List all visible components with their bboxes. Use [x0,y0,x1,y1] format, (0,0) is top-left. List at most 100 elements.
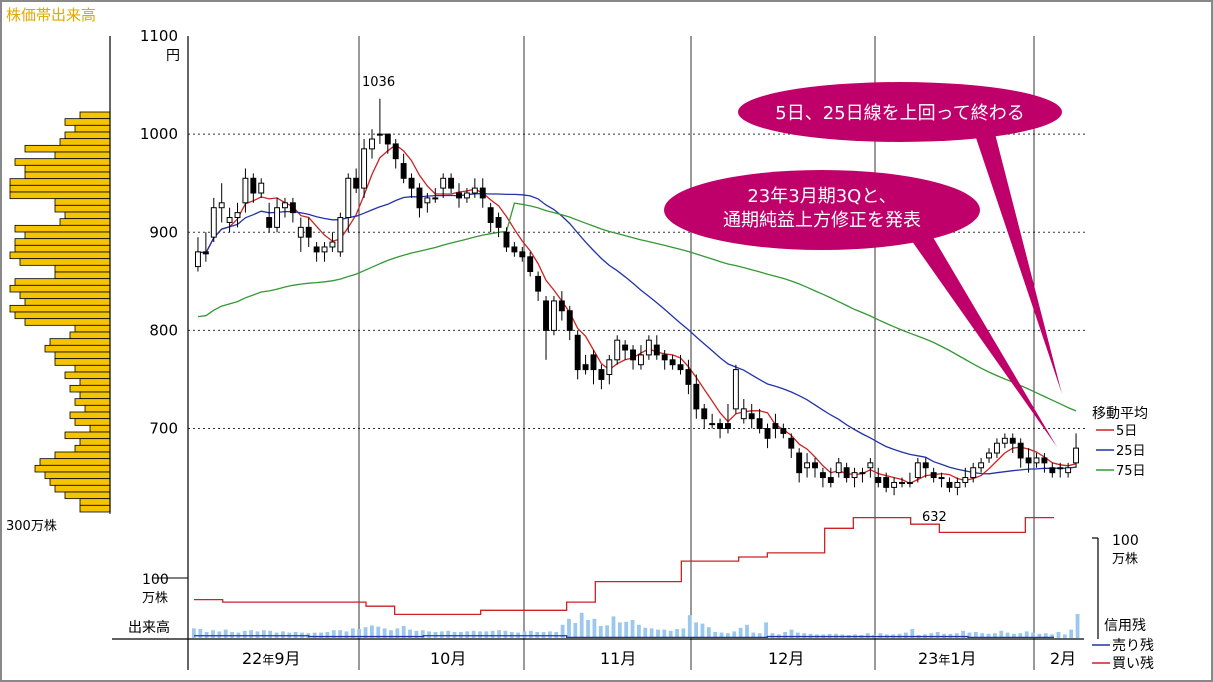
candle-down [630,349,636,361]
candle-up [258,182,265,194]
candle-down [202,251,209,255]
candle-down [653,344,660,356]
month-label: 10月 [430,649,466,668]
vbp-bar [14,224,111,233]
candle-up [471,187,478,194]
volume-bar [439,631,444,638]
vbp-bar [54,198,111,206]
volume-bar [687,615,692,638]
candle-down [558,300,565,312]
volume-bar [764,622,768,638]
candle-down [1049,467,1056,474]
volume-bar [662,629,667,638]
volume-bar [242,630,247,638]
volume-bar [980,633,985,638]
vbp-bar [9,284,111,293]
volume-bar [344,631,349,638]
candle-down [883,477,890,488]
vbp-bar [24,144,111,153]
volume-bar [338,630,343,638]
candle-down [677,364,684,371]
vbp-bar [79,504,111,513]
volume-bar [878,633,883,638]
callout-lower-text-1: 23年3月期3Qと、 [747,186,896,207]
legend-title: 移動平均 [1092,406,1148,422]
vbp-bar [39,458,111,466]
volume-bar [904,632,908,638]
volume-bar [681,628,686,638]
volume-bar [656,629,660,638]
candle-up [329,241,336,248]
candle-up [614,339,621,361]
vbp-bar [74,444,111,453]
vbp-bar [64,118,111,126]
volume-bar [484,631,489,638]
candle-down [416,187,423,209]
moving-averages [197,144,1077,485]
vbp-bar [64,211,111,220]
vbp-bar [19,291,111,300]
candle-up [859,472,866,475]
volume-bar [211,630,215,638]
vbp-bar [64,431,111,440]
candle-down [693,383,700,410]
volume-bar [865,633,870,638]
candle-up [978,462,985,469]
volume-bar [719,632,724,638]
volume-bar [586,620,590,638]
margin-balance-lines [194,516,1054,639]
candle-up [899,481,905,484]
candle-down [922,462,929,469]
volume-bar [1018,633,1023,638]
candle-down [456,192,462,199]
candle-down [313,246,320,253]
vbp-bar [14,158,111,166]
volume-bar [471,630,476,638]
vbp-bar [74,364,111,373]
volume-bar [624,621,629,638]
candle-down [819,472,826,479]
volume-bar [1031,632,1035,638]
candle-up [321,246,328,253]
volume-bar [605,625,610,638]
candle-down [566,310,573,331]
candle-down [669,359,676,366]
volume-bar [217,631,222,638]
candle-up [432,197,439,200]
callouts: 5日、25日線を上回って終わる 23年3月期3Qと、 通期純益上方修正を発表 [664,82,1062,447]
vbp-bar [24,164,111,173]
candle-down [448,177,455,189]
candle-up [1057,467,1064,470]
vbp-bar [74,324,111,333]
volume-bar [535,632,540,638]
volume-bar [420,630,425,638]
volume-bar [389,630,393,638]
volume-bar [598,626,603,638]
volume-bar [319,632,323,638]
candle-down [725,423,731,429]
candlesticks [195,98,1079,496]
volume-bar [579,612,584,638]
volume-bar [592,618,597,638]
volume-bar [459,632,463,638]
candle-up [804,462,811,469]
volume-bar [223,629,228,638]
candle-up [274,207,281,228]
candle-up [218,202,225,209]
vbp-bar [54,451,111,460]
volume-bar [643,627,648,638]
candle-up [1001,437,1008,444]
candle-up [345,177,352,219]
candle-down [582,364,589,371]
price-tick-label: 700 [149,420,178,438]
volume-bar [1075,614,1080,638]
volume-bar [986,633,991,638]
volume-by-price-histogram [9,111,111,513]
vbp-bar [79,438,111,446]
low-annotation: 632 [922,510,947,525]
month-label: 22年9月 [242,649,301,668]
vbp-bar [49,338,111,346]
candle-down [543,300,549,331]
candle-down [574,334,581,371]
vbp-bar [24,231,111,240]
